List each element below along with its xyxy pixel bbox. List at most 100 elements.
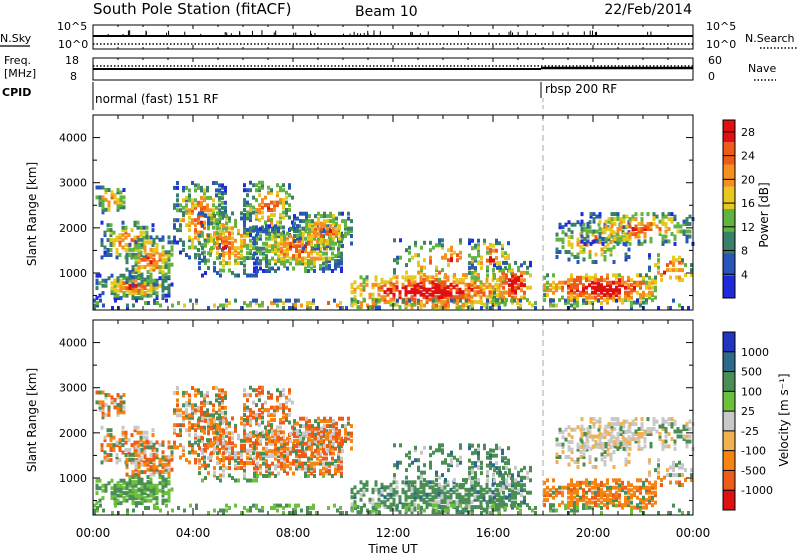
velocity-cell xyxy=(471,461,474,466)
velocity-cell xyxy=(182,423,185,428)
velocity-cell xyxy=(413,495,417,500)
velocity-cell xyxy=(146,498,150,503)
power-cell xyxy=(591,290,594,295)
power-cell xyxy=(218,190,221,195)
power-cell xyxy=(606,288,609,293)
power-cell xyxy=(519,306,522,310)
velocity-cell xyxy=(115,453,119,457)
velocity-cell xyxy=(328,431,331,436)
power-cell xyxy=(420,265,423,270)
power-cell xyxy=(471,263,474,268)
velocity-cell xyxy=(155,498,159,503)
power-cell xyxy=(558,280,561,285)
velocity-cell xyxy=(291,400,294,405)
power-cell xyxy=(645,293,648,298)
velocity-cell xyxy=(121,433,125,438)
power-cell xyxy=(286,236,289,241)
velocity-cell xyxy=(110,496,114,501)
power-cell xyxy=(508,288,511,293)
velocity-cell xyxy=(285,413,288,417)
power-cell xyxy=(259,251,262,256)
velocity-cell xyxy=(249,408,252,413)
velocity-cell xyxy=(161,465,165,470)
power-cell xyxy=(585,285,588,290)
power-cell xyxy=(340,256,343,261)
velocity-cell xyxy=(185,428,188,433)
power-cell xyxy=(314,231,317,236)
power-cell xyxy=(234,253,237,258)
power-cell xyxy=(140,296,144,301)
power-cell xyxy=(616,227,620,231)
power-cell xyxy=(498,306,501,310)
power-cell xyxy=(669,268,672,273)
velocity-cell xyxy=(191,443,194,448)
velocity-cell xyxy=(101,483,105,488)
power-cell xyxy=(109,253,113,257)
velocity-cell xyxy=(302,416,305,421)
power-cell xyxy=(298,229,301,234)
velocity-cell xyxy=(422,500,426,505)
velocity-cell xyxy=(197,423,200,428)
velocity-cell xyxy=(499,483,502,488)
velocity-cell xyxy=(350,487,354,492)
power-cell xyxy=(122,286,126,291)
velocity-cell xyxy=(212,430,215,435)
power-cell xyxy=(476,290,480,295)
power-cell xyxy=(198,266,201,271)
velocity-cell xyxy=(146,462,150,467)
velocity-cell xyxy=(218,408,221,413)
power-cell xyxy=(98,202,102,207)
velocity-cell xyxy=(152,491,156,496)
velocity-cell xyxy=(276,388,279,393)
power-cell xyxy=(493,263,496,268)
power-cell xyxy=(309,306,312,310)
power-cell xyxy=(116,202,120,207)
velocity-cell xyxy=(283,446,286,451)
power-cell xyxy=(332,231,335,236)
velocity-cell xyxy=(386,492,390,497)
velocity-cell xyxy=(438,483,441,487)
power-cell xyxy=(122,281,126,286)
power-cell xyxy=(508,263,511,268)
velocity-cell xyxy=(216,436,219,441)
power-cell xyxy=(520,278,523,283)
velocity-cell xyxy=(471,443,474,448)
velocity-cell xyxy=(261,385,264,390)
velocity-cell xyxy=(383,505,387,510)
power-cell xyxy=(312,298,315,303)
power-cell xyxy=(122,273,126,278)
power-cell xyxy=(243,263,246,268)
power-cell xyxy=(161,260,165,265)
power-cell xyxy=(282,183,285,188)
power-cell xyxy=(417,270,420,275)
velocity-cell xyxy=(292,446,295,451)
power-cell xyxy=(570,288,573,293)
velocity-cell xyxy=(523,488,526,493)
power-cell xyxy=(255,233,258,238)
velocity-cell xyxy=(292,471,295,476)
power-cell xyxy=(207,218,210,223)
velocity-cell xyxy=(293,419,296,424)
power-cell xyxy=(344,231,347,236)
power-cell xyxy=(203,193,206,198)
velocity-cell xyxy=(380,490,384,495)
velocity-cell xyxy=(310,461,313,466)
power-cell xyxy=(600,301,603,305)
velocity-cell xyxy=(446,490,450,495)
power-cell xyxy=(640,241,644,246)
power-cell xyxy=(450,298,453,303)
power-cell xyxy=(499,278,502,283)
velocity-cell xyxy=(452,500,456,505)
power-cell xyxy=(555,247,559,252)
velocity-cell xyxy=(434,487,438,492)
velocity-cell xyxy=(137,480,141,485)
power-cell xyxy=(207,251,210,256)
power-cell xyxy=(228,253,231,258)
velocity-cell xyxy=(136,425,140,430)
power-cell xyxy=(353,287,357,292)
power-cell xyxy=(567,278,570,283)
velocity-cell xyxy=(314,436,317,441)
power-cell xyxy=(408,250,411,255)
power-cell xyxy=(371,282,375,287)
velocity-cell xyxy=(280,456,283,461)
